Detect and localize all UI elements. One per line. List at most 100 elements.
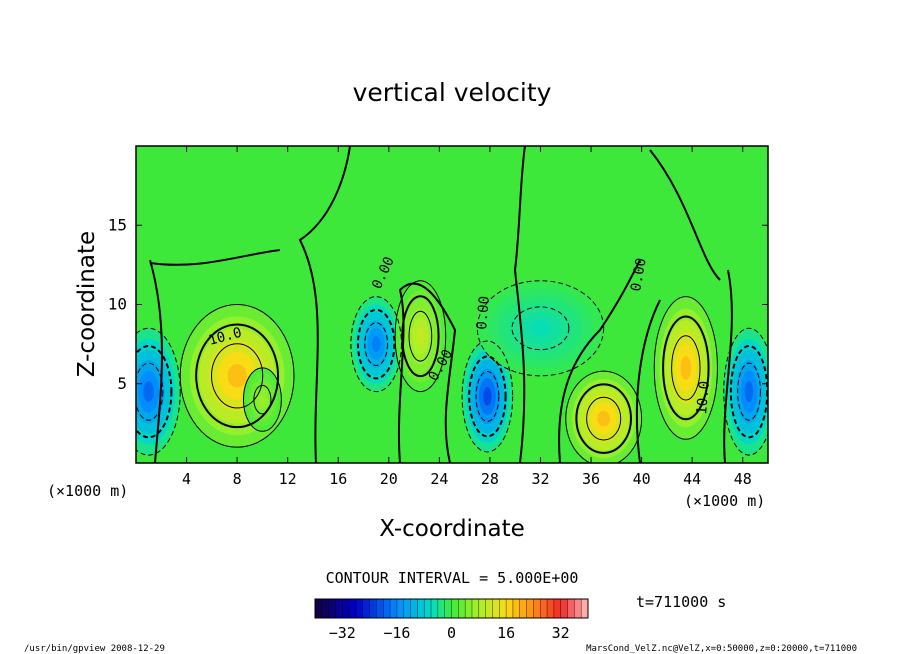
colorbar-swatch [547, 599, 555, 618]
velocity-cell [744, 381, 754, 403]
colorbar-swatch [553, 599, 562, 618]
contour-line [468, 355, 507, 438]
zero-contour [558, 259, 641, 463]
contour-line [476, 280, 605, 377]
contour-line [737, 362, 761, 421]
contour-line [586, 396, 622, 441]
contour-line [475, 370, 500, 422]
contour-line [575, 383, 632, 454]
colorbar-swatch [369, 599, 377, 618]
velocity-cell [143, 381, 154, 403]
y-axis-title: Z-coordinate [74, 231, 100, 377]
colorbar-swatch [574, 599, 582, 618]
colorbar-swatch [383, 599, 391, 618]
y-tick-label: 10 [108, 295, 127, 314]
contour-label: 0.00 [628, 257, 650, 293]
x-tick-label: 24 [430, 470, 448, 488]
zero-contour [298, 146, 351, 463]
colorbar-swatch [342, 599, 350, 618]
colorbar: −32 −16 0 16 32 [314, 598, 589, 642]
colorbar-swatch [403, 599, 412, 618]
contour-line [136, 327, 181, 456]
colorbar-swatch [506, 599, 514, 618]
time-label: t=711000 s [636, 593, 726, 611]
velocity-cell [680, 356, 692, 380]
contour-lines [136, 146, 768, 463]
colorbar-swatch [533, 599, 541, 618]
zero-contour [397, 282, 457, 463]
zero-contour [513, 146, 526, 463]
zero-contour [149, 259, 163, 463]
zero-contour [149, 249, 281, 266]
x-tick-label: 8 [233, 470, 242, 488]
zero-contour [635, 299, 661, 463]
program-footer: /usr/bin/gpview 2008-12-29 [24, 644, 165, 654]
x-tick-label: 20 [380, 470, 398, 488]
x-tick-label: 28 [481, 470, 499, 488]
contour-line [565, 370, 643, 463]
contour-label: 0.00 [474, 295, 493, 330]
colorbar-swatch [478, 599, 487, 618]
colorbar-swatch [444, 599, 452, 618]
contour-line [729, 345, 768, 439]
colorbar-swatch [471, 599, 480, 618]
contour-line [662, 315, 710, 421]
contour-line [671, 335, 701, 401]
contour-interval: CONTOUR INTERVAL = 5.000E+00 [326, 569, 579, 587]
colorbar-swatch [437, 599, 446, 618]
plot-area [135, 145, 769, 464]
zero-contour [723, 269, 733, 463]
colorbar-swatch [492, 599, 500, 618]
velocity-cell [416, 326, 425, 346]
x-tick-label: 12 [279, 470, 297, 488]
velocity-cell [371, 336, 381, 353]
x-tick-label: 16 [329, 470, 347, 488]
contour-line [394, 280, 447, 393]
zero-contour [649, 149, 721, 281]
colorbar-tick-label: 0 [447, 624, 456, 642]
contour-line [461, 340, 514, 453]
contour-label: 10.0 [694, 380, 713, 415]
contour-line [136, 362, 164, 421]
contour-line [401, 295, 440, 378]
colorbar-swatch [335, 599, 343, 618]
x-tick-label: 4 [182, 470, 191, 488]
colorbar-swatch [410, 599, 418, 618]
contour-line [211, 343, 264, 409]
colorbar-swatch [519, 599, 528, 618]
velocity-cell [529, 320, 552, 337]
colorbar-swatch [362, 599, 371, 618]
contour-line [653, 296, 718, 440]
velocity-cell [483, 387, 492, 406]
contour-line [242, 367, 282, 432]
contour-line [195, 323, 280, 429]
colorbar-swatch [499, 599, 507, 618]
x-unit-label-right: (×1000 m) [684, 492, 765, 510]
colorbar-swatch [376, 599, 384, 618]
colorbar-swatch [396, 599, 405, 618]
colorbar-swatch [328, 599, 336, 618]
x-axis-ticks: 4 8 12 16 20 24 28 32 36 40 44 48 [182, 146, 752, 488]
colorbar-tick-label: −16 [383, 624, 410, 642]
x-tick-label: 32 [531, 470, 549, 488]
colorbar-swatch [526, 599, 534, 618]
velocity-cell [597, 410, 610, 427]
contour-line [723, 327, 768, 456]
colorbar-swatch [560, 599, 569, 618]
colorbar-swatch [417, 599, 425, 618]
contour-line [136, 345, 173, 439]
source-footer: MarsCond_VelZ.nc@VelZ,x=0:50000,z=0:2000… [586, 644, 857, 654]
colorbar-frame [314, 598, 589, 619]
colorbar-swatch [315, 599, 323, 618]
colorbar-swatch [581, 599, 589, 618]
chart-title: vertical velocity [353, 78, 552, 107]
y-tick-label: 5 [117, 374, 127, 393]
x-unit-label-left: (×1000 m) [47, 482, 128, 500]
colorbar-swatch [485, 599, 493, 618]
colorbar-swatch [431, 599, 439, 618]
x-tick-label: 48 [734, 470, 752, 488]
colorbar-swatch [465, 599, 473, 618]
colorbar-swatch [321, 599, 330, 618]
colorbar-swatch [458, 599, 466, 618]
